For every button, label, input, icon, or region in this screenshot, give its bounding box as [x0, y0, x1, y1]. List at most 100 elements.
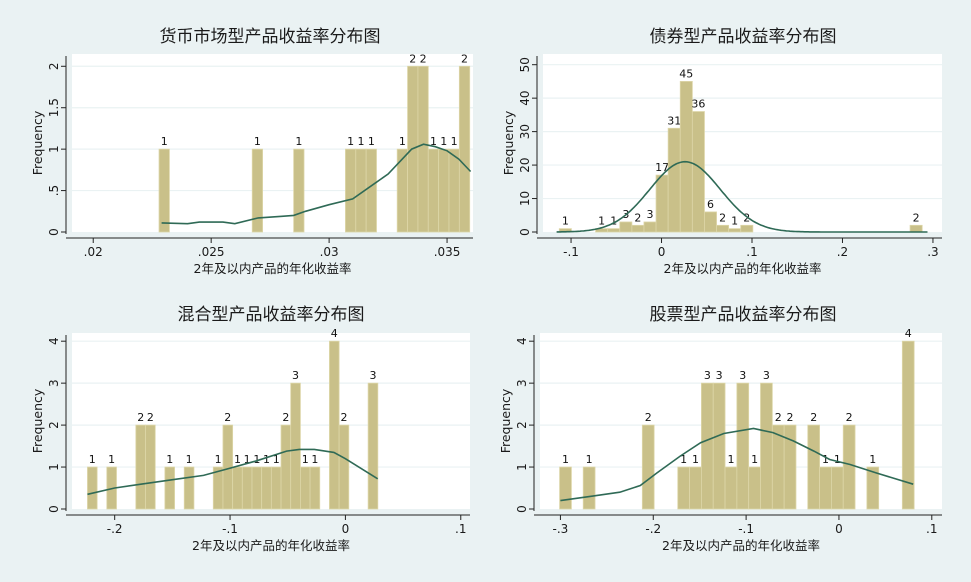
x-tick-label: 0	[658, 245, 666, 259]
histogram-bar	[901, 340, 915, 510]
histogram-bar	[771, 424, 785, 510]
bar-count-label: 2	[409, 52, 416, 65]
y-tick-label: 0	[47, 228, 61, 236]
x-tick-label: .02	[84, 245, 103, 259]
x-tick-label: .2	[837, 245, 848, 259]
histogram-bar	[783, 424, 797, 510]
bar-count-label: 2	[645, 411, 652, 424]
histogram-bar	[164, 466, 175, 510]
histogram-bar	[212, 466, 224, 510]
bar-count-label: 2	[775, 411, 782, 424]
bar-count-label: 1	[254, 135, 261, 148]
histogram-bar	[689, 466, 702, 510]
histogram-bar	[396, 148, 408, 233]
x-tick-label: .3	[927, 245, 938, 259]
x-tick-label: -.1	[738, 522, 754, 536]
x-tick-label: .1	[455, 522, 466, 536]
bar-count-label: 2	[224, 411, 231, 424]
x-tick-label: .025	[198, 245, 225, 259]
histogram-bar	[261, 466, 272, 510]
chart-title: 债券型产品收益率分布图	[650, 27, 837, 47]
bar-count-label: 1	[311, 453, 318, 466]
bar-count-label: 1	[562, 215, 569, 228]
y-tick-label: 30	[518, 124, 532, 139]
histogram-bar	[241, 466, 253, 510]
bar-count-label: 1	[273, 453, 280, 466]
bar-count-label: 2	[137, 411, 144, 424]
histogram-bar	[655, 174, 669, 233]
bar-count-label: 6	[707, 198, 714, 211]
histogram-bar	[728, 228, 742, 233]
x-tick-label: 0	[342, 522, 350, 536]
bar-count-label: 3	[369, 369, 376, 382]
chart-title: 货币市场型产品收益率分布图	[160, 27, 381, 47]
bar-count-label: 2	[461, 52, 468, 65]
bar-count-label: 17	[655, 161, 669, 174]
y-tick-label: 3	[515, 379, 529, 387]
bar-count-label: 1	[215, 453, 222, 466]
histogram-bar	[251, 466, 263, 510]
bar-count-label: 2	[634, 211, 641, 224]
x-tick-label: -.3	[553, 522, 569, 536]
bar-count-label: 1	[368, 135, 375, 148]
bar-count-label: 1	[357, 135, 364, 148]
y-tick-label: 20	[518, 157, 532, 172]
bar-count-label: 1	[451, 135, 458, 148]
histogram-bar	[866, 466, 880, 510]
bar-count-label: 3	[292, 369, 299, 382]
bar-count-label: 1	[166, 453, 173, 466]
x-tick-label: -.1	[563, 245, 579, 259]
bar-count-label: 3	[763, 369, 770, 382]
bar-count-label: 1	[89, 453, 96, 466]
histogram-bar	[701, 382, 714, 510]
y-tick-label: 2	[47, 62, 61, 70]
y-tick-label: 3	[47, 379, 61, 387]
bar-count-label: 1	[302, 453, 309, 466]
histogram-bar	[607, 228, 621, 233]
y-tick-label: 0	[515, 505, 529, 513]
histogram-bar	[427, 148, 440, 233]
histogram-bar	[251, 148, 263, 233]
x-tick-label: .035	[434, 245, 461, 259]
x-tick-label: -.2	[107, 522, 123, 536]
histogram-bar	[135, 424, 146, 510]
chart-panel-money-market: 1 1 1 1 1 1 12 21 1 120.511.52.02.025.03.0352年及以内…	[30, 27, 473, 276]
histogram-bar	[290, 382, 301, 510]
y-tick-label: 0	[518, 228, 532, 236]
density-curve	[161, 143, 472, 225]
y-tick-label: 4	[515, 337, 529, 345]
bar-count-label: 2	[282, 411, 289, 424]
histogram-bar	[712, 382, 726, 510]
histogram-bar	[716, 224, 730, 233]
y-tick-label: 10	[518, 191, 532, 206]
y-axis-title: Frequency	[30, 110, 45, 175]
histogram-bar	[582, 466, 596, 510]
x-axis-title: 2年及以内产品的年化收益率	[192, 538, 350, 553]
x-tick-label: .1	[746, 245, 757, 259]
bar-count-label: 1	[244, 453, 251, 466]
bar-count-label: 1	[234, 453, 241, 466]
histogram-bar	[293, 148, 305, 233]
histogram-bar	[667, 127, 681, 233]
x-tick-label: .1	[926, 522, 937, 536]
bar-count-label: 1	[727, 453, 734, 466]
y-axis-title: Frequency	[30, 388, 45, 453]
bar-count-label: 1	[347, 135, 354, 148]
histogram-bar	[631, 224, 645, 233]
x-tick-label: -.1	[222, 522, 238, 536]
y-tick-label: 1	[515, 463, 529, 471]
histogram-bar	[831, 466, 844, 510]
histogram-bar	[677, 466, 690, 510]
histogram-bar	[280, 424, 292, 510]
x-axis-title: 2年及以内产品的年化收益率	[664, 261, 822, 276]
x-axis-title: 2年及以内产品的年化收益率	[662, 538, 820, 553]
histogram-bar	[740, 224, 754, 233]
histogram-bar	[365, 148, 377, 233]
x-axis-title: 2年及以内产品的年化收益率	[194, 261, 352, 276]
bar-count-label: 2	[719, 211, 726, 224]
bar-count-label: 3	[704, 369, 711, 382]
bar-count-label: 3	[739, 369, 746, 382]
